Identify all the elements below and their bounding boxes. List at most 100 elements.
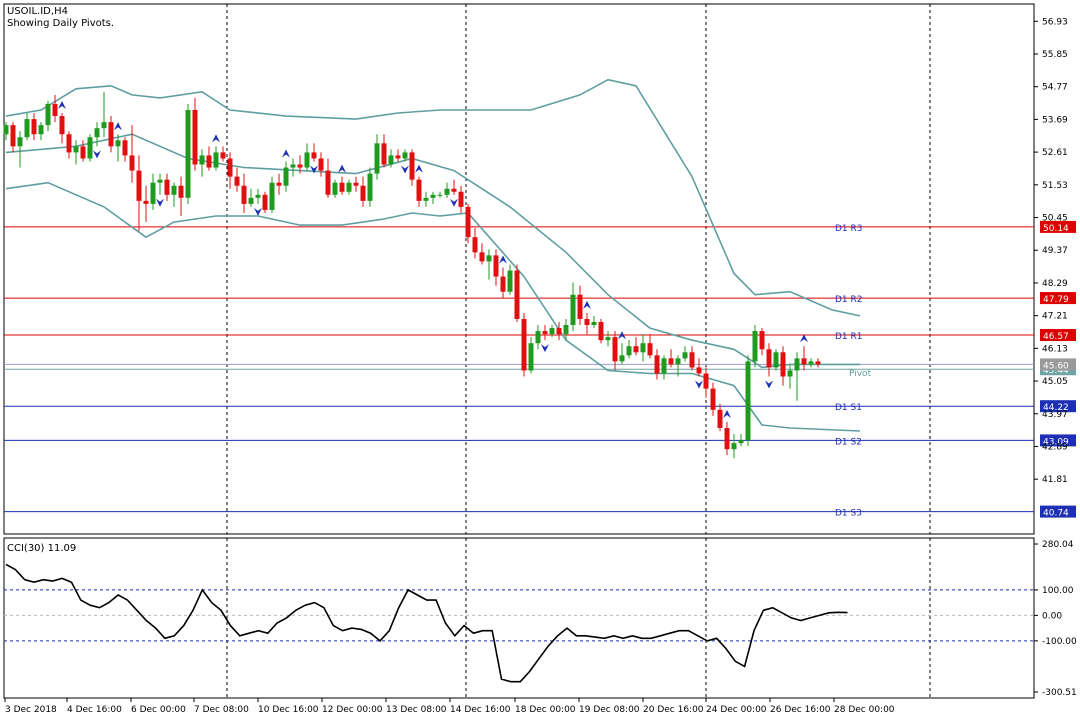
candle-body <box>234 176 240 186</box>
fractal-up-icon <box>618 331 626 340</box>
pivot-label: D1 R2 <box>835 295 863 305</box>
pivot-value-box <box>1040 505 1076 518</box>
fractal-up-icon <box>282 149 290 158</box>
candle-body <box>507 270 513 292</box>
candle-body <box>136 170 142 201</box>
price-tick-label: 43.97 <box>1042 410 1068 420</box>
candle-body <box>815 361 821 365</box>
time-tick-label: 19 Dec 08:00 <box>579 705 640 715</box>
candle-body <box>290 164 296 168</box>
cci-label: CCI(30) 11.09 <box>7 543 76 554</box>
candle-body <box>164 179 170 195</box>
candle-body <box>283 167 289 186</box>
fractal-up-icon <box>723 409 731 418</box>
bollinger-upper <box>5 78 861 317</box>
price-tick-label: 55.85 <box>1042 50 1068 60</box>
fractal-down-icon <box>450 198 458 207</box>
time-tick-label: 28 Dec 00:00 <box>834 705 895 715</box>
candle-body <box>87 137 93 159</box>
candle-body <box>276 182 282 186</box>
candle-body <box>766 349 772 368</box>
candle-body <box>738 440 744 444</box>
candle-body <box>465 206 471 238</box>
candle-body <box>59 116 65 135</box>
fractal-up-icon <box>800 334 808 343</box>
price-tick-label: 56.93 <box>1042 17 1068 27</box>
pivot-value-box <box>1040 400 1076 413</box>
candle-body <box>409 152 415 180</box>
fractal-down-icon <box>310 165 318 174</box>
candle-body <box>710 388 716 410</box>
candle-body <box>185 110 191 198</box>
cci-line <box>5 563 848 683</box>
candle-body <box>521 318 527 371</box>
fractal-up-icon <box>499 255 507 264</box>
pivot-value-label: 43.09 <box>1043 437 1069 447</box>
pivot-value-label: 46.57 <box>1043 332 1069 342</box>
candle-body <box>584 318 590 326</box>
time-tick-label: 24 Dec 00:00 <box>706 705 767 715</box>
pivot-value-box <box>1040 292 1076 305</box>
pivot-label: D1 S1 <box>835 403 862 413</box>
candle-body <box>752 331 758 362</box>
candle-body <box>332 182 338 195</box>
price-tick-label: 54.77 <box>1042 83 1068 93</box>
candle-body <box>52 103 58 117</box>
candle-body <box>374 143 380 174</box>
candle-body <box>556 328 562 335</box>
candle-body <box>654 355 660 374</box>
candle-body <box>178 185 184 198</box>
axis-labels-layer: 56.93 55.85 54.77 53.69 52.61 51.53 50.45 49.37… <box>4 17 1077 715</box>
time-tick-label: 14 Dec 16:00 <box>450 705 511 715</box>
candle-body <box>402 152 408 159</box>
candle-body <box>500 276 506 292</box>
pivot-value-box <box>1040 434 1076 447</box>
price-tick-label: 52.61 <box>1042 148 1068 158</box>
fractal-down-icon <box>156 198 164 207</box>
candle-body <box>206 155 212 168</box>
current-price-label: 45.60 <box>1043 361 1069 371</box>
candle-body <box>570 294 576 326</box>
pivot-lines-layer: D1 R3 50.14 D1 R2 47.79 D1 R1 46.57 Pivot 45.44… <box>4 220 1076 519</box>
time-tick-label: 7 Dec 08:00 <box>194 705 249 715</box>
candle-body <box>598 322 604 341</box>
cci-tick-label: 100.00 <box>1042 586 1074 596</box>
candle-body <box>381 143 387 165</box>
cci-tick-label: -100.00 <box>1042 637 1077 647</box>
time-tick-label: 20 Dec 16:00 <box>643 705 704 715</box>
candle-body <box>17 137 23 147</box>
candle-body <box>353 182 359 186</box>
time-tick-label: 10 Dec 16:00 <box>258 705 319 715</box>
candle-body <box>633 346 639 353</box>
pivot-value-label: 50.14 <box>1043 224 1069 234</box>
candle-body <box>94 128 100 138</box>
candle-body <box>325 170 331 195</box>
time-tick-label: 18 Dec 00:00 <box>515 705 576 715</box>
candle-body <box>612 337 618 362</box>
candle-body <box>45 103 51 126</box>
candle-body <box>192 110 198 165</box>
time-tick-label: 12 Dec 00:00 <box>322 705 383 715</box>
pivot-label: Pivot <box>849 369 872 379</box>
candle-body <box>717 409 723 428</box>
candle-body <box>143 200 149 204</box>
price-tick-label: 42.89 <box>1042 442 1068 452</box>
candle-body <box>416 179 422 201</box>
pivots-note: Showing Daily Pivots. <box>7 18 114 29</box>
candle-body <box>696 367 702 374</box>
candle-body <box>430 194 436 198</box>
candle-body <box>269 182 275 210</box>
candle-body <box>675 358 681 365</box>
cci-tick-label: 0.00 <box>1042 611 1062 621</box>
candle-body <box>563 325 569 335</box>
candle-body <box>213 152 219 168</box>
price-tick-label: 47.21 <box>1042 312 1068 322</box>
candle-body <box>346 182 352 192</box>
fractal-down-icon <box>765 380 773 389</box>
pivot-value-box <box>1040 220 1076 233</box>
candle-body <box>661 358 667 374</box>
price-tick-label: 46.13 <box>1042 344 1068 354</box>
candle-body <box>787 370 793 377</box>
